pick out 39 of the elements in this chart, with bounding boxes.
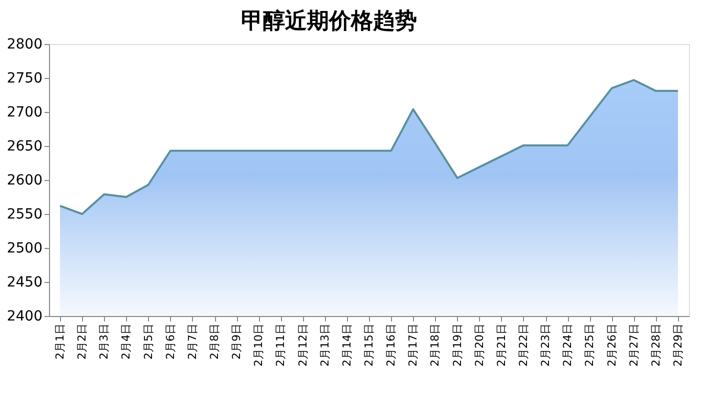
y-tick-label: 2550 bbox=[6, 206, 42, 222]
x-tick-label: 2月1日 bbox=[54, 324, 67, 360]
x-tick-label: 2月8日 bbox=[208, 324, 222, 360]
x-tick-label: 2月29日 bbox=[671, 324, 684, 366]
x-tick-label: 2月19日 bbox=[450, 324, 464, 366]
x-tick-label: 2月26日 bbox=[605, 324, 618, 366]
x-tick-label: 2月14日 bbox=[340, 324, 354, 366]
y-tick-label: 2650 bbox=[6, 138, 42, 154]
x-tick-label: 2月16日 bbox=[384, 324, 398, 366]
chart-title: 甲醇近期价格趋势 bbox=[241, 9, 417, 34]
y-tick-label: 2800 bbox=[6, 36, 42, 52]
y-tick-label: 2400 bbox=[6, 308, 42, 324]
y-tick-label: 2700 bbox=[6, 104, 42, 120]
x-tick-label: 2月4日 bbox=[120, 324, 133, 360]
x-tick-label: 2月12日 bbox=[296, 324, 310, 366]
x-tick-label: 2月3日 bbox=[98, 324, 111, 360]
y-tick-label: 2750 bbox=[6, 70, 42, 86]
x-tick-label: 2月24日 bbox=[561, 324, 574, 366]
y-tick-label: 2500 bbox=[6, 240, 42, 256]
x-tick-label: 2月20日 bbox=[472, 324, 486, 366]
y-tick-label: 2450 bbox=[6, 274, 42, 290]
x-tick-label: 2月11日 bbox=[274, 324, 288, 366]
x-tick-label: 2月6日 bbox=[164, 324, 177, 360]
x-tick-label: 2月25日 bbox=[583, 324, 596, 366]
x-tick-label: 2月18日 bbox=[428, 324, 442, 366]
x-tick-label: 2月9日 bbox=[230, 324, 244, 360]
x-tick-label: 2月7日 bbox=[186, 324, 199, 360]
x-tick-label: 2月2日 bbox=[76, 324, 89, 360]
x-tick-label: 2月15日 bbox=[362, 324, 376, 366]
x-tick-label: 2月27日 bbox=[627, 324, 640, 366]
x-tick-label: 2月21日 bbox=[494, 324, 508, 366]
x-tick-label: 2月28日 bbox=[649, 324, 662, 366]
x-tick-label: 2月13日 bbox=[318, 324, 332, 366]
x-tick-label: 2月23日 bbox=[539, 324, 552, 366]
x-tick-label: 2月10日 bbox=[252, 324, 266, 366]
y-tick-label: 2600 bbox=[6, 172, 42, 188]
x-tick-label: 2月5日 bbox=[142, 324, 155, 360]
x-tick-label: 2月17日 bbox=[406, 324, 420, 366]
x-tick-label: 2月22日 bbox=[516, 324, 530, 366]
